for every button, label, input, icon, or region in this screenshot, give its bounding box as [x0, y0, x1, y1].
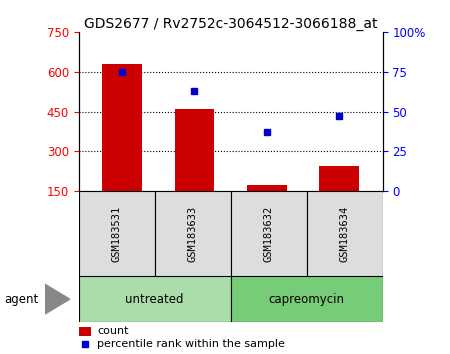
Bar [231, 276, 382, 322]
Text: GSM183634: GSM183634 [340, 206, 350, 262]
Text: count: count [97, 326, 129, 336]
Bar [79, 326, 91, 336]
Text: GSM183633: GSM183633 [188, 206, 198, 262]
Bar [155, 191, 230, 276]
Polygon shape [45, 284, 70, 314]
Text: capreomycin: capreomycin [269, 293, 345, 306]
Text: GSM183632: GSM183632 [264, 206, 274, 262]
Text: untreated: untreated [126, 293, 184, 306]
Bar [175, 109, 214, 191]
Text: GSM183531: GSM183531 [112, 206, 122, 262]
Bar [247, 184, 287, 191]
Bar [306, 191, 382, 276]
Bar [79, 191, 155, 276]
Bar [319, 166, 359, 191]
Title: GDS2677 / Rv2752c-3064512-3066188_at: GDS2677 / Rv2752c-3064512-3066188_at [84, 17, 378, 31]
Bar [102, 64, 142, 191]
Bar [79, 276, 231, 322]
Text: agent: agent [4, 293, 39, 306]
Text: percentile rank within the sample: percentile rank within the sample [97, 339, 285, 349]
Bar [231, 191, 306, 276]
